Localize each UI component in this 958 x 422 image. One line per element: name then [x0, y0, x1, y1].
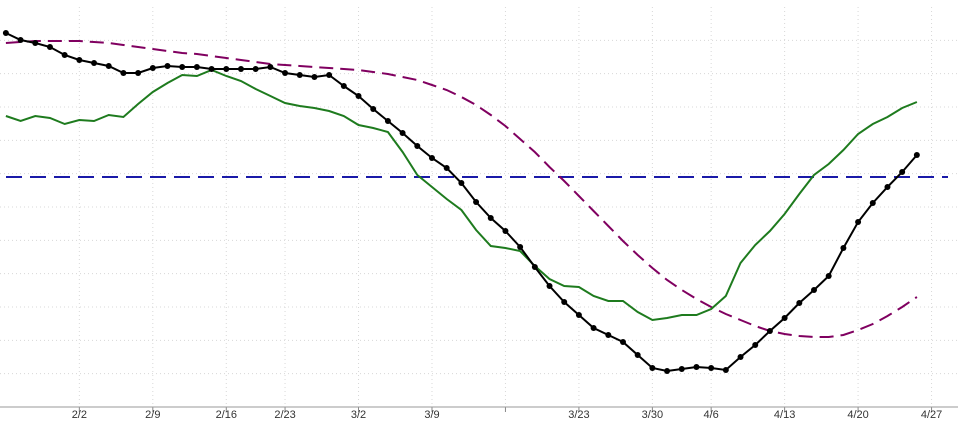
data-point — [517, 244, 524, 250]
x-tick-label: 3/30 — [642, 409, 663, 421]
data-point — [722, 367, 729, 373]
x-tick-label: 4/27 — [921, 409, 942, 421]
data-point — [428, 155, 435, 161]
data-point — [17, 37, 24, 43]
data-point — [649, 365, 656, 371]
data-point — [737, 354, 744, 360]
x-tick-label: 2/16 — [216, 409, 237, 421]
data-point — [664, 368, 671, 374]
data-point — [796, 300, 803, 306]
data-point — [590, 325, 597, 331]
data-point — [355, 93, 362, 99]
x-tick-label: 3/2 — [351, 409, 366, 421]
data-point — [46, 44, 53, 50]
data-point — [458, 180, 465, 186]
data-point — [384, 118, 391, 124]
data-point — [237, 66, 244, 72]
x-tick-label: 2/23 — [274, 409, 295, 421]
data-point — [766, 328, 773, 334]
data-point — [61, 52, 68, 58]
series-line — [5, 32, 918, 373]
data-point — [502, 228, 509, 234]
data-point — [282, 70, 289, 76]
data-point — [575, 312, 582, 318]
data-point — [752, 342, 759, 348]
data-point — [193, 64, 200, 70]
data-point — [267, 64, 274, 70]
data-point — [326, 72, 333, 78]
data-point — [135, 70, 142, 76]
data-point — [120, 70, 127, 76]
data-point — [840, 245, 847, 251]
data-point — [561, 299, 568, 305]
data-point — [414, 143, 421, 149]
data-point — [164, 63, 171, 69]
data-point — [825, 273, 832, 279]
x-tick-label: 4/20 — [847, 409, 868, 421]
series-line — [5, 40, 918, 338]
data-point — [32, 40, 39, 46]
data-point — [399, 130, 406, 136]
x-tick-label: 2/9 — [145, 409, 160, 421]
data-point — [605, 332, 612, 338]
data-point — [340, 83, 347, 89]
data-point — [370, 106, 377, 112]
data-point — [546, 283, 553, 289]
data-point — [252, 66, 259, 72]
data-point — [179, 64, 186, 70]
x-tick-label: 3/23 — [568, 409, 589, 421]
data-point — [855, 219, 862, 225]
data-point — [693, 364, 700, 370]
data-point — [899, 169, 906, 175]
series-line — [5, 68, 918, 322]
data-point — [708, 365, 715, 371]
data-point — [223, 66, 230, 72]
data-point — [76, 57, 83, 63]
data-point — [678, 366, 685, 372]
x-tick-label: 3/9 — [424, 409, 439, 421]
data-point — [913, 152, 920, 158]
data-point — [443, 165, 450, 171]
data-point — [869, 200, 876, 206]
data-point — [208, 66, 215, 72]
x-tick-label: 4/13 — [774, 409, 795, 421]
data-point — [634, 352, 641, 358]
data-point — [149, 65, 156, 71]
data-point — [619, 339, 626, 345]
x-tick-label: 4/6 — [704, 409, 719, 421]
data-point — [811, 287, 818, 293]
data-point — [296, 72, 303, 78]
data-point — [473, 199, 480, 205]
data-point — [487, 215, 494, 221]
data-point — [781, 315, 788, 321]
data-point — [2, 30, 9, 36]
data-point — [105, 63, 112, 69]
data-point — [311, 74, 318, 80]
data-point — [91, 60, 98, 66]
data-point — [531, 264, 538, 270]
x-tick-label: 2/2 — [72, 409, 87, 421]
data-point — [884, 184, 891, 190]
